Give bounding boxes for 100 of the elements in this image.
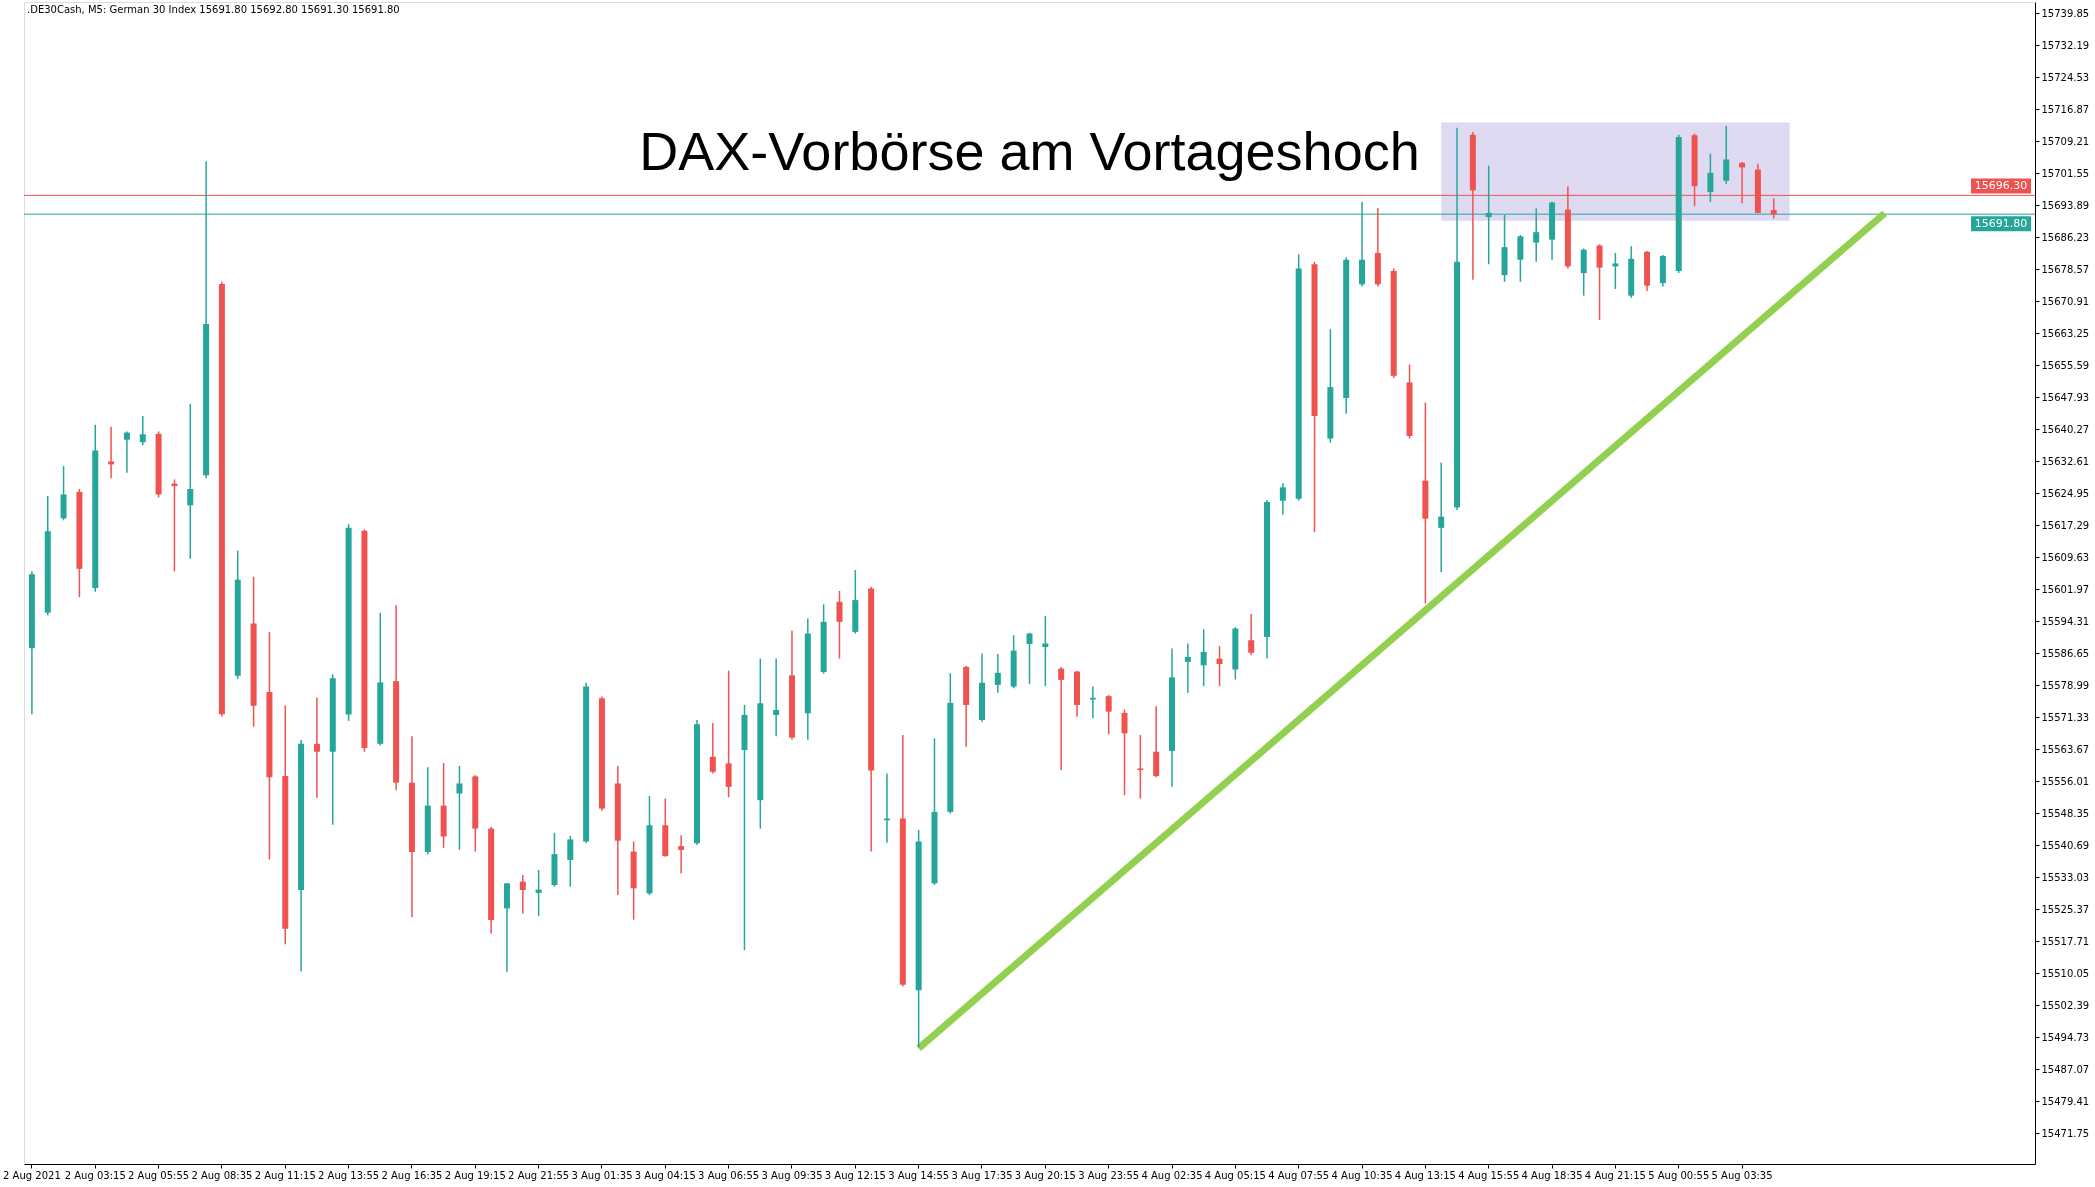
candlestick xyxy=(187,403,194,560)
x-tick-label: 3 Aug 20:15 xyxy=(1014,1169,1076,1181)
y-tick-label: 15487.07 xyxy=(2041,1063,2090,1075)
y-tick-label: 15540.69 xyxy=(2041,839,2090,851)
candlestick xyxy=(139,415,146,446)
candlestick xyxy=(535,869,542,917)
x-tick-label: 2 Aug 13:55 xyxy=(318,1169,380,1181)
y-tick-label: 15494.73 xyxy=(2041,1031,2090,1043)
y-tick-label: 15510.05 xyxy=(2041,967,2090,979)
x-tick-label: 2 Aug 03:15 xyxy=(64,1169,126,1181)
y-tick-label: 15586.65 xyxy=(2041,647,2090,659)
candlestick xyxy=(1612,252,1619,290)
x-tick-label: 3 Aug 04:15 xyxy=(634,1169,696,1181)
x-tick-label: 5 Aug 03:35 xyxy=(1711,1169,1773,1181)
candlestick xyxy=(709,722,716,775)
y-tick-label: 15647.93 xyxy=(2041,391,2090,403)
candlestick xyxy=(1770,197,1777,220)
candlestick xyxy=(1707,152,1714,203)
x-tick-label: 4 Aug 15:55 xyxy=(1458,1169,1520,1181)
x-tick-label: 4 Aug 13:15 xyxy=(1394,1169,1456,1181)
y-tick-label: 15686.23 xyxy=(2041,231,2090,243)
x-tick-label: 2 Aug 19:15 xyxy=(444,1169,506,1181)
x-tick-label: 3 Aug 09:35 xyxy=(761,1169,823,1181)
x-tick-label: 4 Aug 18:35 xyxy=(1521,1169,1583,1181)
candlestick xyxy=(1026,631,1033,685)
y-tick-label: 15571.33 xyxy=(2041,711,2090,723)
x-tick-label: 2 Aug 21:55 xyxy=(508,1169,570,1181)
candlestick xyxy=(1216,645,1223,687)
x-tick-label: 3 Aug 01:35 xyxy=(571,1169,633,1181)
y-tick-label: 15548.35 xyxy=(2041,807,2090,819)
y-tick-label: 15624.95 xyxy=(2041,487,2090,499)
y-tick-label: 15479.41 xyxy=(2041,1095,2090,1107)
x-tick-label: 4 Aug 10:35 xyxy=(1331,1169,1393,1181)
y-tick-label: 15709.21 xyxy=(2041,135,2090,147)
candlestick xyxy=(1121,708,1128,796)
y-tick-label: 15732.19 xyxy=(2041,39,2090,51)
candlestick xyxy=(1184,642,1191,694)
y-tick-label: 15724.53 xyxy=(2041,71,2090,83)
y-tick-label: 15502.39 xyxy=(2041,999,2090,1011)
candlestick xyxy=(1580,247,1587,297)
y-tick-label: 15533.03 xyxy=(2041,871,2090,883)
y-tick-label: 15716.87 xyxy=(2041,103,2090,115)
x-tick-label: 3 Aug 23:55 xyxy=(1078,1169,1140,1181)
candlestick xyxy=(567,835,574,888)
candlestick xyxy=(108,426,115,479)
y-tick-label: 15617.29 xyxy=(2041,519,2090,531)
candlestick xyxy=(1137,734,1144,800)
x-tick-label: 2 Aug 08:35 xyxy=(191,1169,253,1181)
y-tick-label: 15693.89 xyxy=(2041,199,2090,211)
candlestick xyxy=(60,465,67,522)
y-tick-label: 15563.67 xyxy=(2041,743,2090,755)
ref-line-label: 15696.30 xyxy=(1974,178,2028,192)
candlestick xyxy=(1248,613,1255,657)
candlestick xyxy=(1105,694,1112,735)
candlestick xyxy=(1438,461,1445,573)
y-tick-label: 15640.27 xyxy=(2041,423,2090,435)
x-tick-label: 4 Aug 02:35 xyxy=(1141,1169,1203,1181)
candlestick xyxy=(456,765,463,851)
x-tick-label: 2 Aug 11:15 xyxy=(254,1169,316,1181)
candlestick xyxy=(313,696,320,799)
y-tick-label: 15739.85 xyxy=(2041,7,2090,19)
x-tick-label: 2 Aug 2021 xyxy=(3,1169,61,1181)
x-tick-label: 2 Aug 16:35 xyxy=(381,1169,443,1181)
candlestick xyxy=(773,657,780,738)
y-tick-label: 15594.31 xyxy=(2041,615,2090,627)
y-tick-label: 15701.55 xyxy=(2041,167,2090,179)
chart-subtitle: .DE30Cash, M5: German 30 Index 15691.80 15692.80 15691.30 15691.80 xyxy=(27,4,400,15)
y-tick-label: 15471.75 xyxy=(2041,1127,2090,1139)
ref-line-label: 15691.80 xyxy=(1974,216,2028,230)
x-tick-label: 3 Aug 12:15 xyxy=(824,1169,886,1181)
candlestick xyxy=(1089,685,1096,720)
y-tick-label: 15678.57 xyxy=(2041,263,2090,275)
candlestick xyxy=(1723,125,1730,185)
candlestick xyxy=(994,653,1001,694)
y-tick-label: 15655.59 xyxy=(2041,359,2090,371)
candlestick xyxy=(1058,666,1065,771)
y-tick-label: 15601.97 xyxy=(2041,583,2090,595)
candlestick xyxy=(836,590,843,660)
candlestick xyxy=(519,874,526,915)
y-tick-label: 15556.01 xyxy=(2041,775,2090,787)
candlestick xyxy=(1517,234,1524,283)
y-tick-label: 15609.63 xyxy=(2041,551,2090,563)
x-tick-label: 4 Aug 21:15 xyxy=(1584,1169,1646,1181)
x-tick-label: 3 Aug 17:35 xyxy=(951,1169,1013,1181)
y-tick-label: 15632.61 xyxy=(2041,455,2090,467)
x-tick-label: 3 Aug 06:55 xyxy=(698,1169,760,1181)
x-tick-label: 4 Aug 05:15 xyxy=(1204,1169,1266,1181)
candlestick xyxy=(1279,482,1286,516)
candlestick xyxy=(1200,628,1207,687)
x-tick-label: 5 Aug 00:55 xyxy=(1648,1169,1710,1181)
y-tick-label: 15525.37 xyxy=(2041,903,2090,915)
y-tick-label: 15578.99 xyxy=(2041,679,2090,691)
y-tick-label: 15663.25 xyxy=(2041,327,2090,339)
candlestick xyxy=(123,430,130,474)
candlestick xyxy=(1042,615,1049,687)
y-tick-label: 15517.71 xyxy=(2041,935,2090,947)
candlestick xyxy=(725,669,732,799)
x-tick-label: 3 Aug 14:55 xyxy=(888,1169,950,1181)
x-tick-label: 2 Aug 05:55 xyxy=(128,1169,190,1181)
candlestick xyxy=(678,834,685,875)
